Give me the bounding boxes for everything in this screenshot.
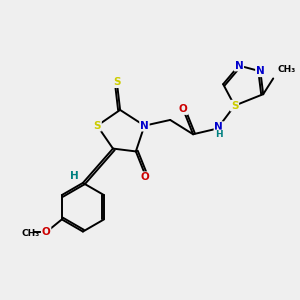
Text: O: O	[42, 227, 50, 237]
Text: N: N	[235, 61, 243, 70]
Text: O: O	[140, 172, 149, 182]
Text: S: S	[94, 121, 101, 131]
Text: O: O	[179, 104, 188, 114]
Text: CH₃: CH₃	[278, 65, 296, 74]
Text: S: S	[231, 100, 238, 111]
Text: S: S	[113, 77, 121, 87]
Text: H: H	[70, 171, 79, 181]
Text: CH₃: CH₃	[21, 229, 40, 238]
Text: N: N	[140, 121, 149, 131]
Text: N: N	[214, 122, 223, 132]
Text: H: H	[215, 130, 223, 139]
Text: N: N	[256, 66, 265, 76]
